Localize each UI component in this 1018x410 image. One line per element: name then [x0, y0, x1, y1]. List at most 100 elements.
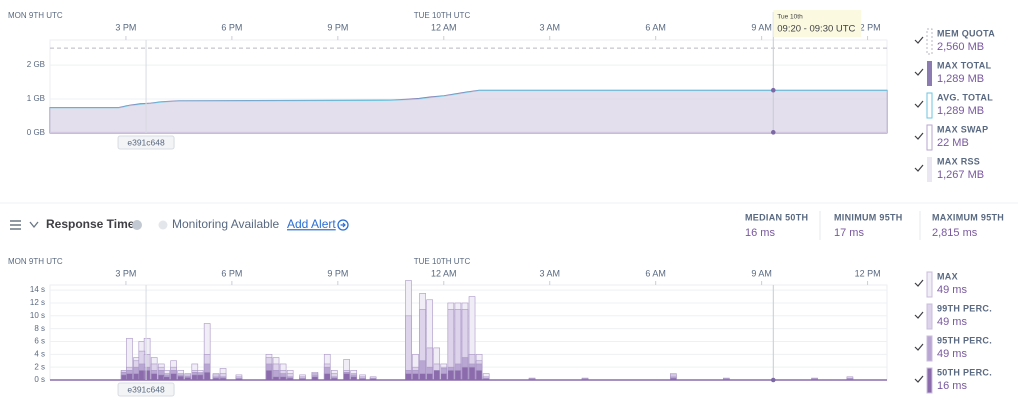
- day-label: MON 9TH UTC: [8, 257, 63, 266]
- legend-name: MAX SWAP: [937, 124, 988, 134]
- legend-check: [914, 343, 924, 351]
- day-label: TUE 10TH UTC: [414, 11, 471, 20]
- menu-icon[interactable]: [10, 220, 21, 230]
- legend-value: 49 ms: [937, 348, 967, 360]
- y-tick-label: 4 s: [34, 349, 45, 358]
- legend-swatch: [926, 367, 933, 394]
- x-tick-label: 6 PM: [221, 268, 242, 278]
- x-tick-label: 6 AM: [645, 22, 666, 32]
- stat-value: 2,815 ms: [932, 227, 978, 239]
- legend-check: [914, 68, 924, 76]
- x-tick-label: 12 PM: [855, 268, 881, 278]
- add-alert-link[interactable]: Add Alert: [287, 217, 336, 231]
- status-text: Monitoring Available: [172, 217, 280, 231]
- legend-value: 22 MB: [937, 137, 969, 149]
- legend-value: 16 ms: [937, 380, 967, 392]
- legend-name: 99TH PERC.: [937, 303, 992, 313]
- bar: [412, 373, 419, 381]
- legend-swatch: [927, 157, 932, 182]
- legend-name: 95TH PERC.: [937, 335, 992, 345]
- y-tick-label: 6 s: [34, 337, 45, 346]
- stat-value: 16 ms: [745, 227, 775, 239]
- y-tick-label: 1 GB: [27, 94, 45, 103]
- y-tick-label: 12 s: [30, 298, 45, 307]
- legend-value: 1,289 MB: [937, 105, 984, 117]
- legend-swatch: [926, 92, 933, 119]
- y-tick-label: 10 s: [30, 311, 45, 320]
- legend-name: MAX TOTAL: [937, 60, 992, 70]
- add-alert-icon[interactable]: [337, 219, 349, 231]
- x-tick-label: 12 PM: [855, 22, 881, 32]
- legend-check: [914, 279, 924, 287]
- legend-name: 50TH PERC.: [937, 367, 992, 377]
- legend-name: MAX RSS: [937, 156, 980, 166]
- y-tick-label: 0 s: [34, 375, 45, 384]
- legend-swatch: [926, 124, 933, 151]
- legend-swatch: [926, 28, 933, 55]
- legend-value: 49 ms: [937, 316, 967, 328]
- bar: [143, 370, 151, 381]
- x-tick-label: 3 PM: [115, 22, 136, 32]
- bar: [468, 366, 476, 381]
- cursor-dot: [770, 87, 776, 93]
- x-tick-label: 6 AM: [645, 268, 666, 278]
- bar: [323, 373, 331, 381]
- stat-label: MEDIAN 50TH: [745, 212, 808, 222]
- legend-name: MEM QUOTA: [937, 28, 995, 38]
- legend-value: 1,289 MB: [937, 73, 984, 85]
- info-icon[interactable]: [132, 220, 142, 230]
- y-tick-label: 2 s: [34, 362, 45, 371]
- legend-swatch: [926, 335, 933, 362]
- y-tick-label: 14 s: [30, 285, 45, 294]
- legend-value: 1,267 MB: [937, 169, 984, 181]
- x-tick-label: 3 PM: [115, 268, 136, 278]
- series-area: [50, 90, 887, 133]
- legend-check: [914, 36, 924, 44]
- legend-swatch: [926, 271, 933, 298]
- x-tick-label: 9 AM: [751, 22, 772, 32]
- x-tick-label: 9 AM: [751, 268, 772, 278]
- legend-name: AVG. TOTAL: [937, 92, 993, 102]
- collapse-chevron[interactable]: [29, 221, 39, 229]
- tooltip-range: 09:20 - 09:30 UTC: [777, 24, 855, 35]
- tooltip-box: [773, 10, 862, 37]
- y-tick-label: 8 s: [34, 324, 45, 333]
- bar: [454, 370, 462, 381]
- bar: [461, 366, 469, 381]
- status-dot: [158, 220, 168, 230]
- legend-check: [914, 311, 924, 319]
- deploy-label-box: [117, 135, 175, 150]
- x-tick-label: 12 AM: [431, 22, 457, 32]
- y-tick-label: 0 GB: [27, 128, 45, 137]
- bar: [170, 373, 177, 381]
- x-tick-label: 9 PM: [327, 22, 348, 32]
- section-title: Response Time: [46, 217, 135, 231]
- bar: [475, 370, 483, 381]
- legend-swatch: [927, 61, 932, 86]
- legend-check: [914, 100, 924, 108]
- legend-check: [914, 132, 924, 140]
- bar: [150, 373, 158, 381]
- bar: [203, 371, 211, 381]
- x-tick-label: 3 AM: [539, 268, 560, 278]
- x-tick-label: 3 AM: [539, 22, 560, 32]
- x-tick-label: 6 PM: [221, 22, 242, 32]
- stat-label: MAXIMUM 95TH: [932, 212, 1004, 222]
- legend-check: [914, 375, 924, 383]
- x-tick-label: 9 PM: [327, 268, 348, 278]
- deploy-label: e391c648: [127, 137, 165, 147]
- series-line: [50, 90, 887, 109]
- bar: [419, 373, 426, 381]
- stat-label: MINIMUM 95TH: [834, 212, 903, 222]
- stat-value: 17 ms: [834, 227, 864, 239]
- day-label: TUE 10TH UTC: [414, 257, 471, 266]
- legend-swatch: [926, 303, 933, 330]
- y-tick-label: 2 GB: [27, 60, 45, 69]
- bar: [433, 370, 441, 381]
- x-tick-label: 12 AM: [431, 268, 457, 278]
- bar: [265, 370, 273, 381]
- cursor-dot: [770, 130, 776, 135]
